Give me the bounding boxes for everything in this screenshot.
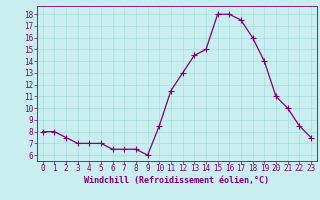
X-axis label: Windchill (Refroidissement éolien,°C): Windchill (Refroidissement éolien,°C) xyxy=(84,176,269,185)
